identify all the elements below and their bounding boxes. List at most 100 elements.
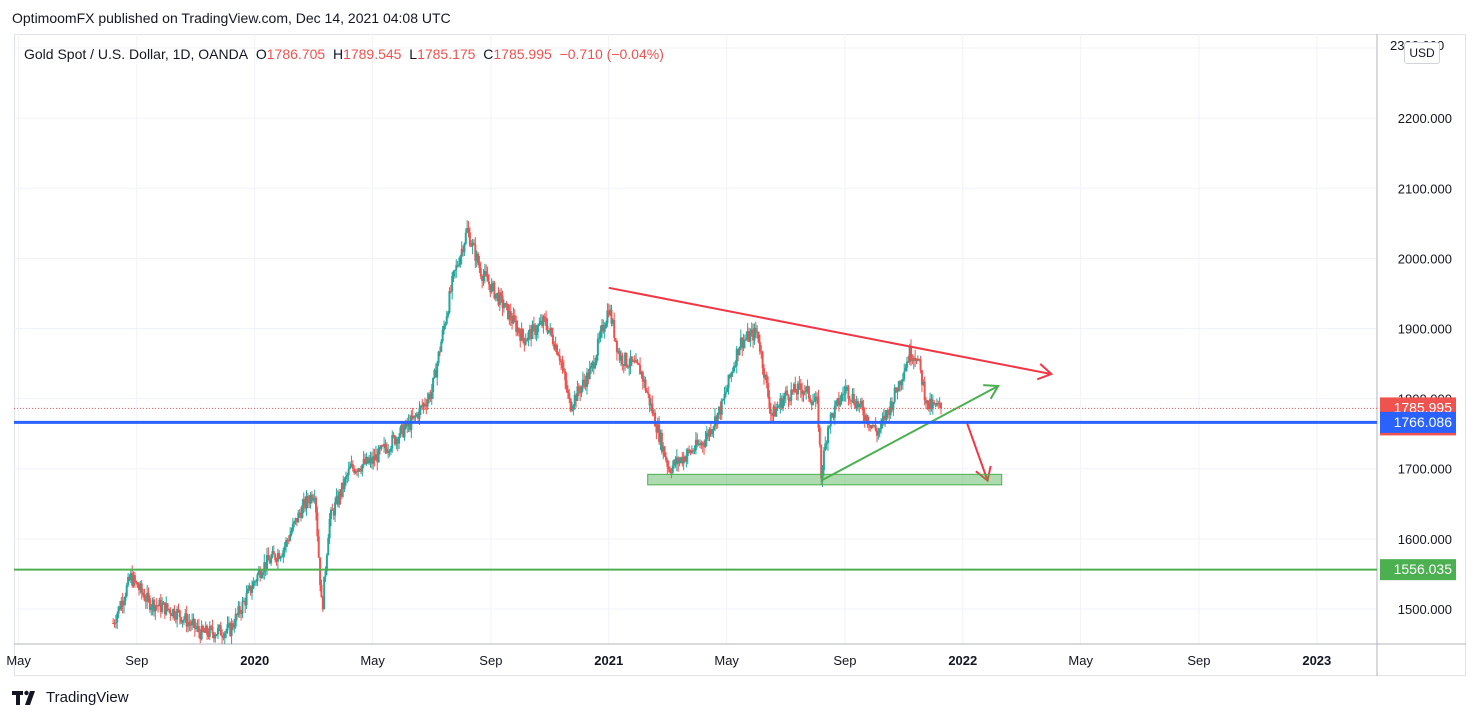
candle-body: [865, 415, 868, 421]
candle-body: [327, 538, 330, 556]
candle-body: [886, 410, 889, 412]
candle-body: [466, 228, 469, 233]
candle-body: [530, 329, 533, 340]
candle-body: [929, 398, 932, 410]
candle-body: [233, 626, 236, 628]
candle-body: [142, 592, 145, 596]
candle-body: [926, 400, 929, 404]
candle-body: [594, 363, 597, 369]
change-value: −0.710 (−0.04%): [559, 46, 664, 62]
candle-body: [743, 339, 746, 341]
candle-body: [206, 625, 209, 635]
x-tick-label: 2022: [948, 653, 977, 668]
candle-body: [536, 325, 539, 333]
candle-body: [697, 443, 700, 445]
candle-body: [874, 425, 877, 431]
candle-body: [806, 386, 809, 388]
candle-body: [598, 337, 601, 339]
candle-body: [678, 460, 681, 464]
candle-body: [509, 311, 512, 320]
candle-body: [475, 253, 478, 261]
candle-body: [305, 496, 308, 509]
candle-body: [336, 495, 339, 505]
candle-body: [797, 383, 800, 395]
candle-body: [599, 330, 602, 338]
candle-body: [890, 401, 893, 410]
candle-body: [686, 449, 689, 457]
candle-body: [884, 415, 887, 421]
candle-body: [381, 445, 384, 447]
candle-body: [163, 602, 166, 615]
x-tick-label: Sep: [1187, 653, 1210, 668]
candle-body: [647, 392, 650, 395]
candle-body: [777, 405, 780, 408]
candle-body: [377, 447, 380, 463]
candle-body: [641, 372, 644, 382]
candle-body: [629, 356, 632, 367]
candle-body: [404, 421, 407, 428]
candle-body: [512, 315, 515, 324]
candle-body: [210, 626, 213, 628]
candle-body: [820, 444, 823, 479]
candle-body: [267, 554, 270, 561]
y-tick-label: 2000.000: [1398, 251, 1452, 266]
candle-body: [570, 408, 573, 411]
currency-toggle-button[interactable]: USD: [1404, 42, 1440, 64]
candle-body: [826, 427, 829, 443]
candle-body: [462, 248, 465, 253]
candle-body: [161, 604, 164, 612]
candle-body: [391, 435, 394, 449]
chart-frame[interactable]: [14, 34, 1466, 676]
candle-body: [723, 393, 726, 400]
candle-body: [923, 381, 926, 401]
candle-body: [912, 357, 915, 361]
candle-body: [487, 281, 490, 285]
candle-body: [767, 383, 770, 397]
candle-body: [353, 468, 356, 473]
candle-body: [737, 348, 740, 356]
candle-body: [129, 573, 132, 581]
candle-body: [159, 599, 162, 612]
candle-body: [256, 574, 259, 582]
high-value: 1789.545: [343, 46, 402, 62]
candle-body: [329, 509, 332, 519]
candle-body: [379, 447, 382, 449]
candle-body: [425, 405, 428, 407]
candle-body: [249, 585, 252, 593]
candle-body: [709, 428, 712, 435]
candle-body: [501, 295, 504, 308]
candle-body: [802, 391, 805, 395]
candle-body: [152, 599, 155, 612]
candle-body: [403, 427, 406, 438]
candle-body: [655, 426, 658, 433]
candle-body: [712, 426, 715, 431]
green-support-tag: 1556.035: [1380, 559, 1456, 581]
candle-body: [836, 398, 839, 402]
candle-body: [708, 428, 711, 437]
candle-body: [433, 369, 436, 378]
candle-body: [143, 595, 146, 601]
candle-body: [272, 551, 275, 555]
candle-body: [792, 384, 795, 392]
candle-body: [309, 494, 312, 504]
candle-body: [486, 274, 489, 282]
candle-body: [169, 609, 172, 615]
candle-body: [298, 512, 301, 514]
candle-body: [162, 602, 165, 605]
candle-body: [832, 413, 835, 418]
candle-body: [658, 424, 661, 443]
candle-body: [140, 583, 143, 593]
candle-body: [624, 353, 627, 366]
candle-body: [741, 337, 744, 349]
candle-body: [385, 448, 388, 453]
candle-body: [645, 390, 648, 393]
candle-body: [809, 398, 812, 402]
footer-branding[interactable]: TradingView: [12, 689, 129, 706]
candle-body: [670, 472, 673, 474]
candle-body: [463, 243, 466, 253]
candle-body: [493, 282, 496, 299]
candle-body: [445, 316, 448, 324]
candle-body: [252, 581, 255, 589]
candle-body: [919, 359, 922, 371]
